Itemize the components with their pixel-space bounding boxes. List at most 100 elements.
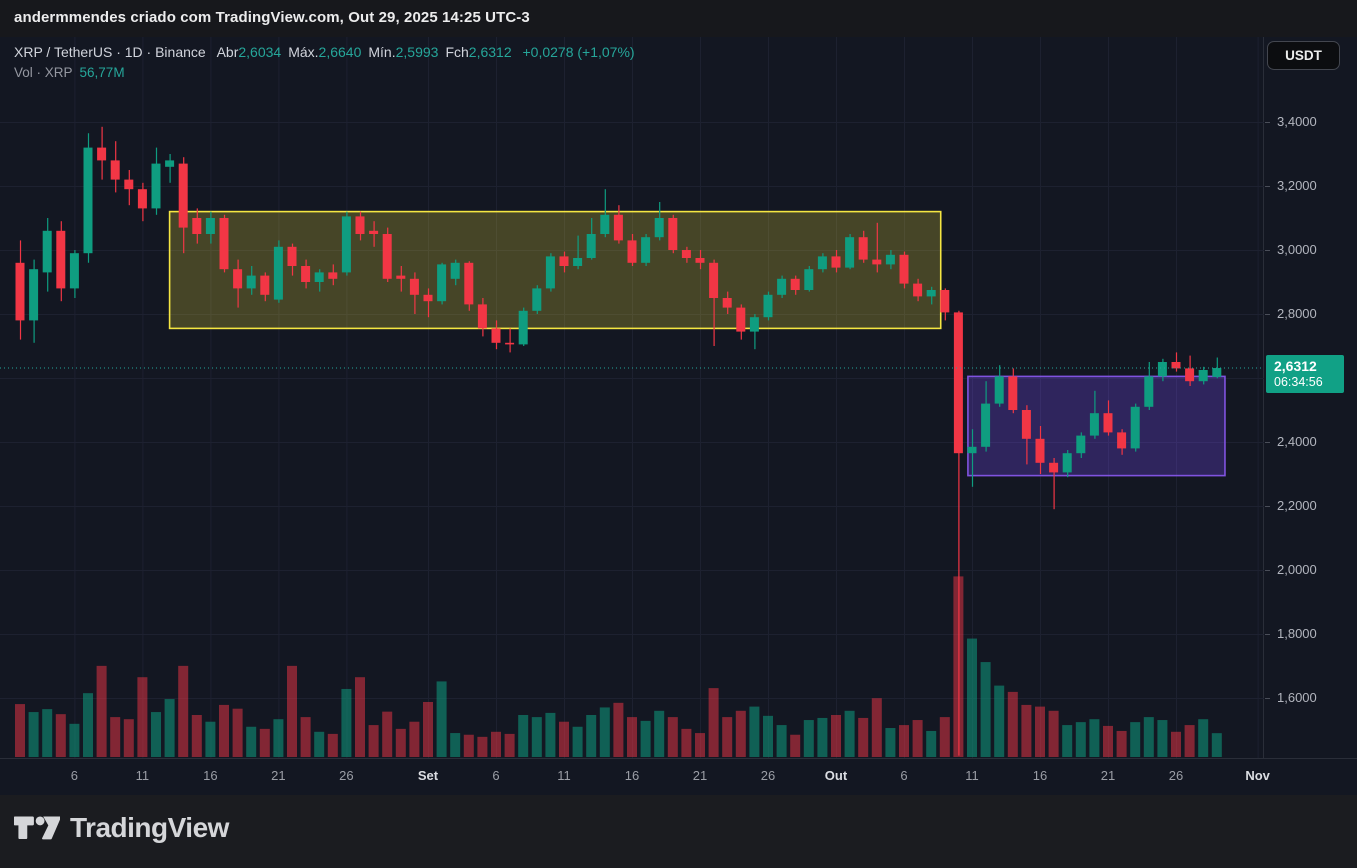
volume-bar — [191, 715, 202, 757]
volume-bar — [735, 710, 746, 757]
candle-body — [654, 218, 664, 238]
ohlc-values: Abr2,6034 Máx.2,6640 Mín.2,5993 Fch2,6312 — [210, 44, 512, 60]
volume-bar — [368, 725, 379, 757]
volume-bar — [232, 708, 243, 757]
time-axis-day-label: 21 — [271, 768, 286, 783]
volume-bar — [355, 677, 365, 757]
candle-body — [1144, 376, 1154, 407]
volume-bar — [219, 704, 229, 757]
time-axis-day-label: 11 — [557, 768, 571, 783]
candle-body — [559, 256, 569, 266]
consolidation-range-box[interactable] — [168, 210, 942, 330]
candle-body — [1117, 432, 1127, 449]
candle-body — [586, 234, 596, 258]
candle-body — [858, 237, 868, 260]
volume-bar — [110, 717, 121, 757]
price-chart-canvas[interactable] — [0, 37, 1264, 758]
currency-toggle-button[interactable]: USDT — [1267, 41, 1340, 70]
volume-bar — [654, 710, 665, 757]
price-tick — [1265, 506, 1270, 507]
candle-body — [1130, 406, 1140, 449]
chart-legend: XRP / TetherUS · 1D · Binance Abr2,6034 M… — [14, 44, 635, 60]
price-axis[interactable]: 2,6312 06:34:56 3,4000 3,2000 3,0000 2,8000… — [1265, 37, 1357, 758]
candle-body — [913, 283, 923, 297]
volume-bar — [327, 733, 338, 757]
candle-body — [1157, 362, 1167, 377]
candle-body — [97, 147, 107, 161]
candle-body — [369, 230, 379, 234]
candle-body — [899, 254, 909, 284]
volume-bar — [858, 717, 869, 757]
attribution-text: andermmendes criado com TradingView.com,… — [14, 9, 530, 26]
volume-bar — [409, 721, 420, 757]
price-axis-label: 3,2000 — [1277, 178, 1317, 193]
volume-bar — [491, 731, 501, 757]
volume-bar — [695, 733, 705, 757]
price-tick — [1265, 570, 1270, 571]
attribution-bar: andermmendes criado com TradingView.com,… — [0, 0, 1357, 37]
ohlc-label: Mín. — [368, 44, 396, 60]
candle-body — [42, 230, 52, 273]
volume-label[interactable]: Vol · XRP — [14, 65, 73, 80]
volume-bar — [790, 734, 801, 757]
volume-bar — [545, 712, 556, 757]
candle-body — [953, 312, 963, 454]
volume-bar — [572, 726, 583, 757]
time-axis-day-label: 6 — [492, 768, 500, 783]
volume-bar — [885, 728, 896, 757]
volume-bar — [205, 721, 216, 757]
main-price-pane[interactable]: XRP / TetherUS · 1D · Binance Abr2,6034 M… — [0, 37, 1264, 758]
candle-body — [219, 218, 229, 270]
symbol-title[interactable]: XRP / TetherUS · 1D · Binance — [14, 44, 206, 60]
candle-body — [872, 259, 882, 265]
volume-bar — [246, 726, 257, 757]
volume-bar — [1184, 725, 1195, 757]
candle-body — [110, 160, 120, 180]
price-tick — [1265, 634, 1270, 635]
candle-body — [396, 275, 406, 279]
candle-body — [29, 269, 39, 321]
current-price: 2,6312 — [1274, 358, 1317, 375]
volume-legend: Vol · XRP 56,77M — [14, 65, 125, 80]
candle-body — [464, 262, 474, 305]
volume-bar — [599, 707, 610, 757]
candle-body — [83, 147, 93, 254]
candle-body — [301, 266, 311, 282]
time-axis-day-label: 21 — [1100, 768, 1116, 783]
volume-bar — [518, 715, 529, 757]
volume-bar — [123, 719, 134, 757]
volume-bar — [1062, 725, 1073, 757]
ohlc-value: 2,6034 — [238, 44, 282, 60]
volume-bar — [28, 712, 39, 757]
volume-bar — [1103, 725, 1113, 757]
ohlc-value: 2,6640 — [318, 44, 362, 60]
tradingview-wordmark: TradingView — [70, 812, 229, 843]
candle-body — [491, 328, 501, 343]
time-axis[interactable]: 6 11 16 21 26 Set 6 11 16 21 26 Out 6 11 16 21 26 Nov — [0, 758, 1357, 795]
volume-bar — [1007, 691, 1018, 757]
volume-bar — [55, 714, 66, 757]
volume-bar — [69, 723, 80, 757]
volume-bar — [1211, 733, 1222, 757]
time-axis-day-label: 11 — [135, 768, 150, 783]
tradingview-logo[interactable]: TradingView — [14, 812, 229, 844]
price-axis-label: 3,0000 — [1277, 242, 1317, 257]
volume-bar — [708, 688, 719, 757]
candle-body — [709, 262, 719, 298]
candle-body — [695, 258, 705, 263]
candle-body — [505, 342, 515, 345]
candle-body — [641, 237, 651, 263]
candle-body — [1089, 413, 1099, 436]
volume-bar — [817, 717, 828, 757]
brand-bar: TradingView — [0, 795, 1357, 868]
candle-body — [1035, 438, 1045, 463]
volume-bar — [178, 665, 189, 757]
ohlc-value: 2,6312 — [468, 44, 512, 60]
candle-body — [926, 290, 936, 297]
candle-body — [1008, 376, 1018, 410]
candle-body — [246, 275, 256, 289]
candle-body — [573, 258, 583, 266]
candle-body — [382, 234, 392, 279]
time-axis-day-label: 16 — [624, 768, 640, 783]
volume-bar — [1048, 710, 1059, 757]
